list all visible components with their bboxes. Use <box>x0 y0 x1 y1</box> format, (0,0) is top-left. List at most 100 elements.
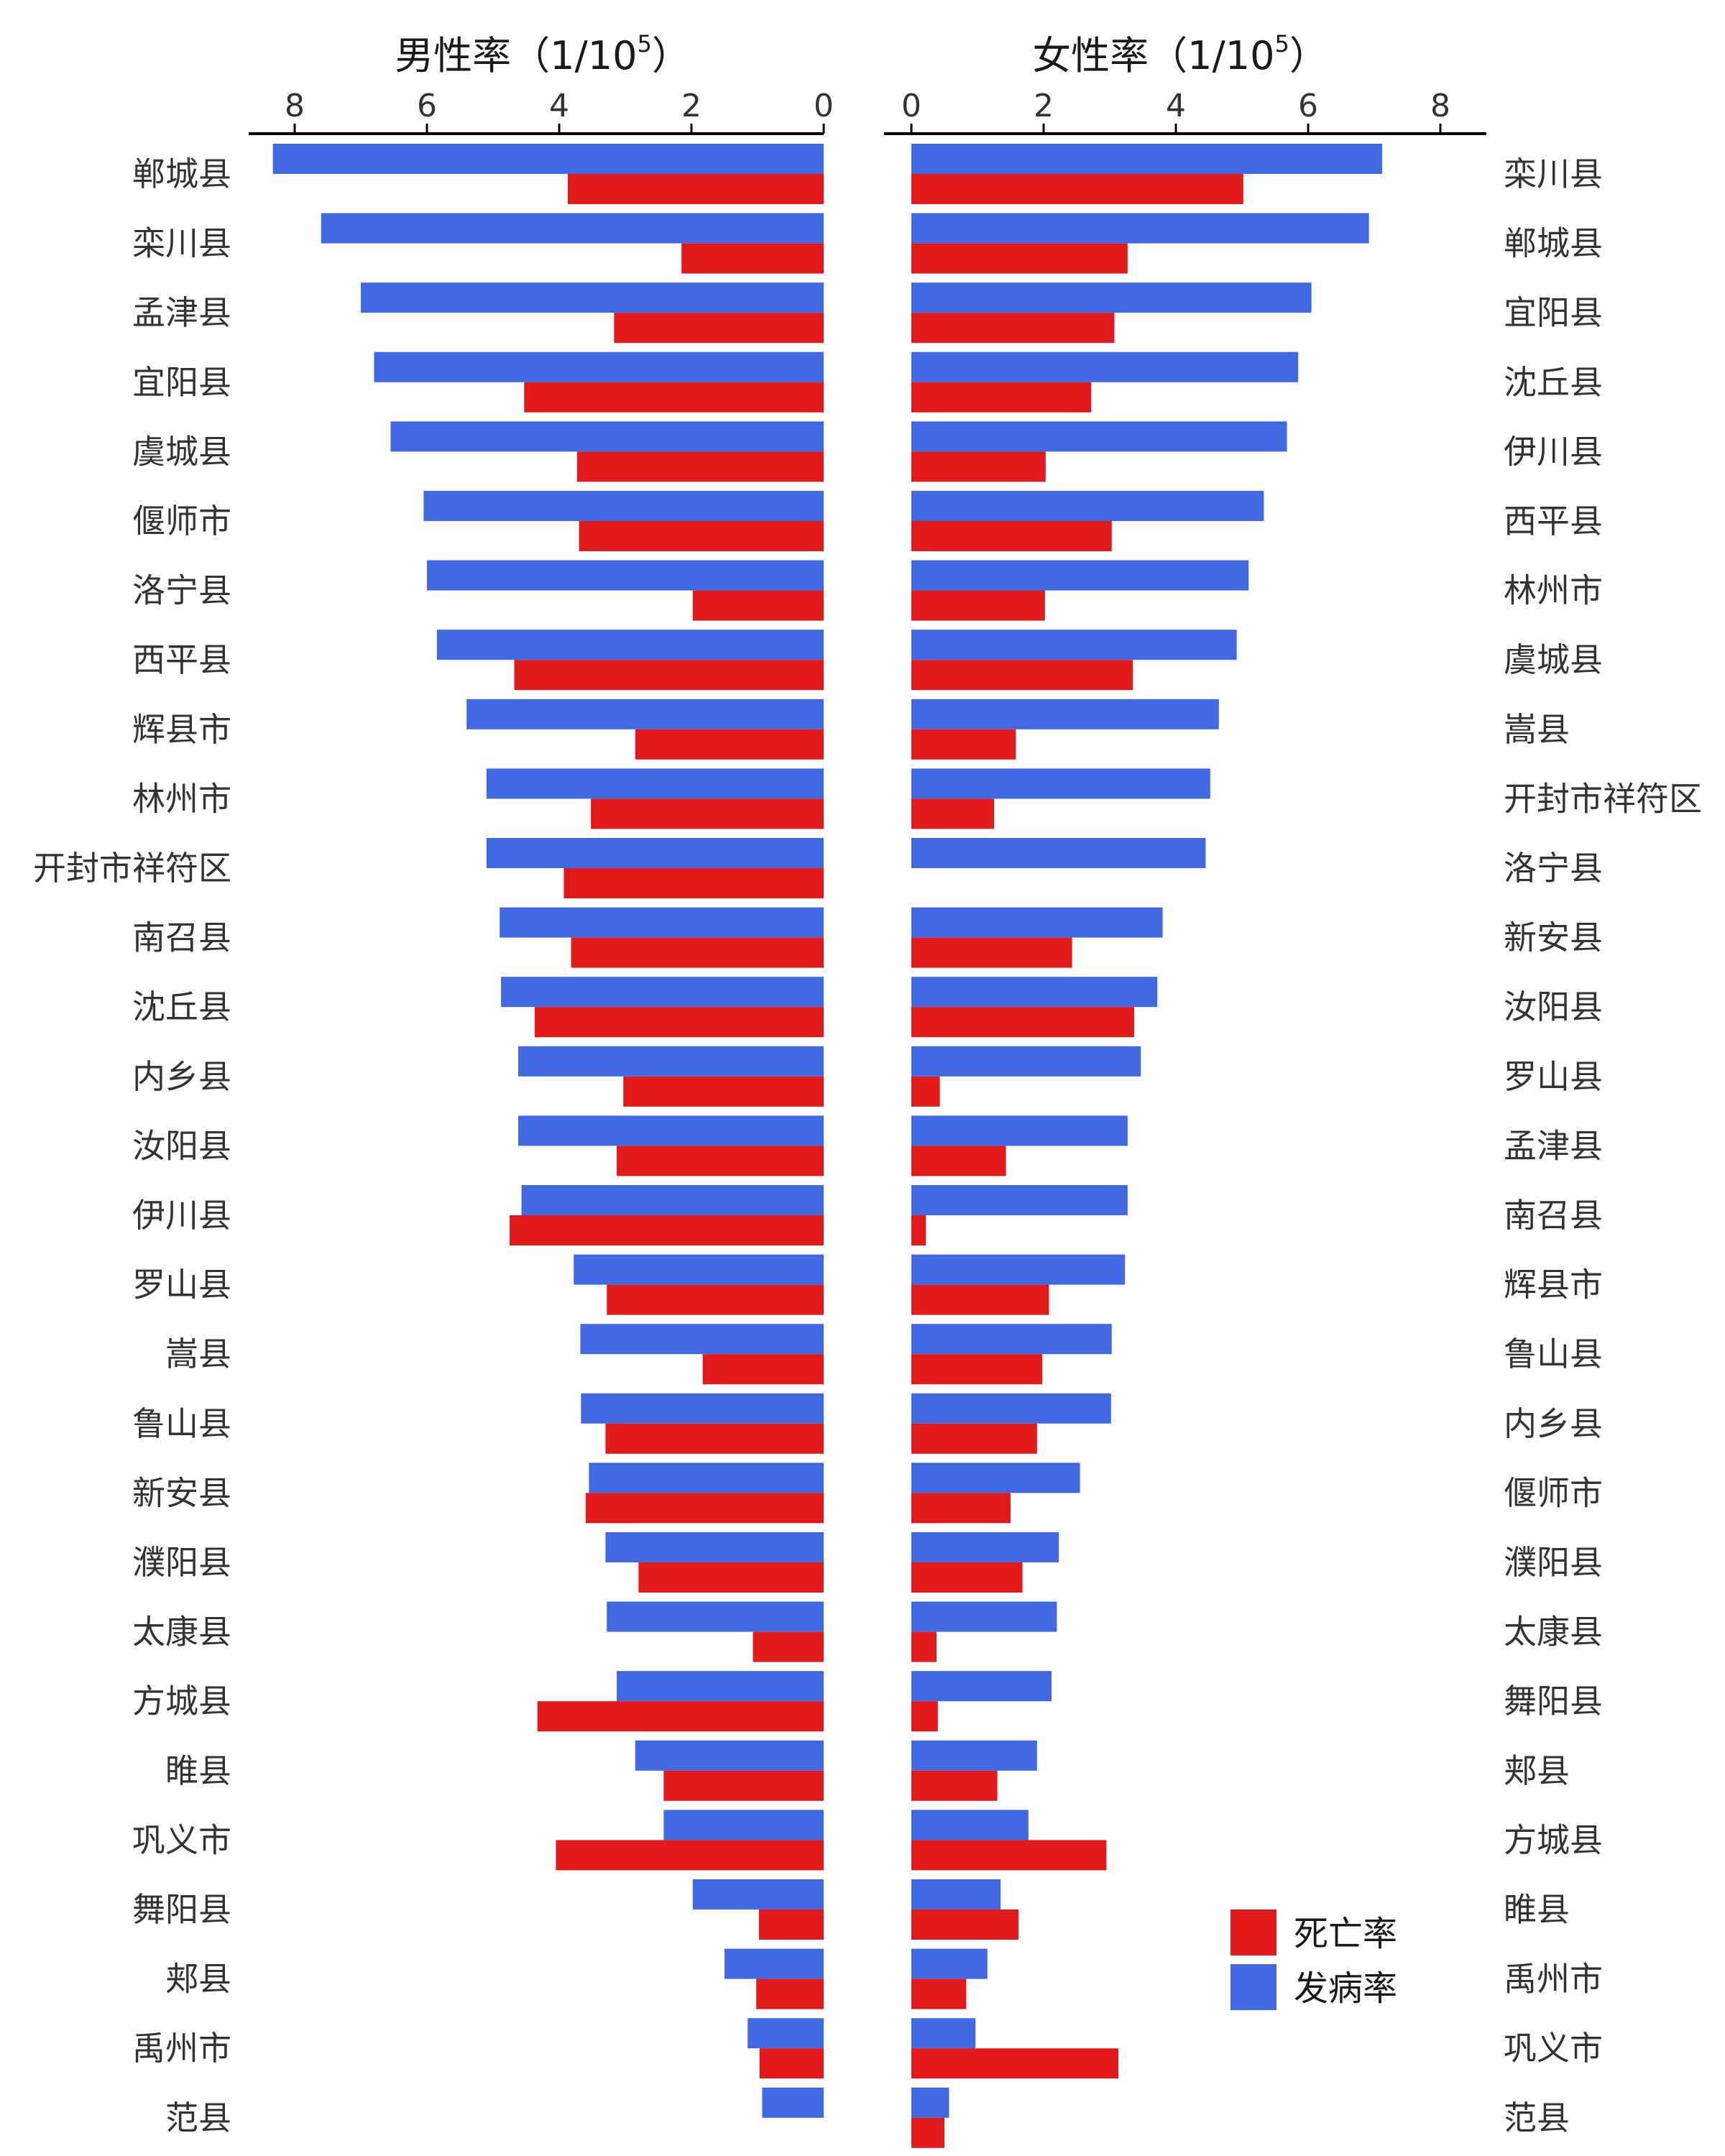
male-bar-incidence-26 <box>724 1948 824 1979</box>
female-bar-death-17 <box>911 1354 1043 1385</box>
female-bar-death-19 <box>911 1493 1011 1524</box>
male-category-label-1: 栾川县 <box>132 224 231 263</box>
male-category-label-16: 罗山县 <box>132 1266 231 1304</box>
female-bar-incidence-28 <box>911 2087 949 2118</box>
male-category-label-9: 林州市 <box>132 779 231 818</box>
female-category-label-7: 虞城县 <box>1504 640 1603 679</box>
male-bar-death-9 <box>591 798 824 829</box>
female-bar-incidence-9 <box>911 768 1210 799</box>
female-tick-label-8: 8 <box>1430 88 1450 124</box>
male-category-label-12: 沈丘县 <box>132 987 231 1026</box>
female-bar-death-11 <box>911 937 1072 968</box>
male-bar-death-15 <box>510 1215 824 1245</box>
male-bar-death-22 <box>537 1701 824 1732</box>
female-category-label-15: 南召县 <box>1504 1196 1603 1235</box>
male-bar-death-16 <box>607 1284 824 1315</box>
male-category-label-2: 孟津县 <box>132 293 231 332</box>
female-category-label-17: 鲁山县 <box>1504 1335 1603 1373</box>
male-category-label-19: 新安县 <box>132 1473 231 1512</box>
female-bar-incidence-2 <box>911 282 1312 313</box>
male-bar-death-20 <box>638 1562 824 1593</box>
female-bar-death-26 <box>911 1978 967 2009</box>
female-tick-label-4: 4 <box>1166 88 1186 124</box>
male-bar-incidence-14 <box>518 1115 824 1146</box>
female-category-label-28: 范县 <box>1504 2099 1570 2137</box>
male-bar-death-10 <box>564 868 824 898</box>
male-bar-incidence-15 <box>521 1185 824 1215</box>
male-bar-incidence-0 <box>272 144 824 174</box>
female-bar-incidence-16 <box>911 1254 1126 1285</box>
female-bar-death-21 <box>911 1631 937 1662</box>
female-bar-death-15 <box>911 1215 926 1245</box>
female-category-label-26: 禹州市 <box>1504 1960 1603 1999</box>
male-category-label-8: 辉县市 <box>132 710 231 749</box>
male-category-label-20: 濮阳县 <box>132 1543 231 1582</box>
female-bar-incidence-19 <box>911 1462 1080 1493</box>
female-bar-death-1 <box>911 243 1128 274</box>
female-category-label-21: 太康县 <box>1504 1613 1603 1651</box>
male-tick-label-2: 2 <box>681 88 702 124</box>
female-bar-death-8 <box>911 729 1016 760</box>
female-category-label-20: 濮阳县 <box>1504 1543 1603 1582</box>
male-bar-incidence-22 <box>617 1671 824 1702</box>
female-category-label-4: 伊川县 <box>1504 432 1603 471</box>
male-bar-death-4 <box>576 451 824 482</box>
female-bar-death-13 <box>911 1076 940 1107</box>
female-bar-death-5 <box>911 521 1112 551</box>
male-bar-incidence-9 <box>486 768 824 799</box>
male-category-label-17: 嵩县 <box>165 1335 231 1373</box>
female-category-label-24: 方城县 <box>1504 1820 1603 1859</box>
male-bar-death-8 <box>635 729 824 760</box>
male-bar-death-0 <box>567 174 824 204</box>
female-bar-death-2 <box>911 313 1115 344</box>
male-category-label-27: 禹州市 <box>132 2029 231 2068</box>
female-bar-incidence-4 <box>911 421 1287 452</box>
male-bar-death-18 <box>605 1423 824 1454</box>
female-bar-incidence-26 <box>911 1948 988 1979</box>
female-bar-death-24 <box>911 1840 1107 1871</box>
female-category-label-10: 洛宁县 <box>1504 849 1603 888</box>
male-bar-death-17 <box>702 1354 824 1385</box>
male-category-label-7: 西平县 <box>132 640 231 679</box>
female-bar-death-12 <box>911 1007 1135 1038</box>
female-category-label-14: 孟津县 <box>1504 1126 1603 1165</box>
male-category-label-24: 巩义市 <box>132 1820 231 1859</box>
male-bar-incidence-3 <box>374 351 824 382</box>
female-bar-death-4 <box>911 451 1046 482</box>
female-bar-incidence-20 <box>911 1532 1059 1562</box>
female-category-labels: 栾川县郸城县宜阳县沈丘县伊川县西平县林州市虞城县嵩县开封市祥符区洛宁县新安县汝阳… <box>1504 155 1702 2137</box>
male-bar-incidence-19 <box>589 1462 824 1493</box>
male-bar-death-24 <box>556 1840 824 1871</box>
male-bar-incidence-21 <box>607 1601 824 1632</box>
female-title-main: 女性率（1/10 <box>1032 33 1274 78</box>
male-bar-death-23 <box>663 1770 824 1801</box>
female-bar-death-0 <box>911 174 1243 204</box>
female-bar-incidence-27 <box>911 2018 976 2049</box>
female-bar-incidence-7 <box>911 630 1237 660</box>
male-bar-death-25 <box>758 1909 824 1940</box>
female-bar-death-6 <box>911 590 1045 621</box>
female-tick-label-2: 2 <box>1034 88 1054 124</box>
female-panel-title: 女性率（1/105） <box>1032 30 1328 78</box>
female-category-label-18: 内乡县 <box>1504 1404 1603 1443</box>
male-category-label-5: 偃师市 <box>132 502 231 540</box>
female-bar-incidence-14 <box>911 1115 1128 1146</box>
male-bar-incidence-1 <box>321 213 824 244</box>
legend-swatch-death <box>1230 1909 1276 1955</box>
male-bar-incidence-17 <box>580 1324 824 1355</box>
female-category-label-27: 巩义市 <box>1504 2029 1603 2068</box>
male-bar-incidence-28 <box>762 2087 824 2118</box>
female-bar-incidence-10 <box>911 838 1206 868</box>
female-bar-incidence-0 <box>911 144 1383 174</box>
female-title-end: ） <box>1289 33 1328 78</box>
male-category-label-14: 汝阳县 <box>132 1126 231 1165</box>
female-bar-death-7 <box>911 660 1133 691</box>
male-bar-incidence-6 <box>427 560 824 591</box>
female-category-label-11: 新安县 <box>1504 918 1603 957</box>
female-bar-death-27 <box>911 2048 1118 2079</box>
male-bar-incidence-5 <box>423 491 824 521</box>
female-bar-incidence-3 <box>911 351 1299 382</box>
male-tick-label-8: 8 <box>285 88 305 124</box>
male-category-label-26: 郏县 <box>165 1960 231 1999</box>
male-bar-death-11 <box>571 937 824 968</box>
